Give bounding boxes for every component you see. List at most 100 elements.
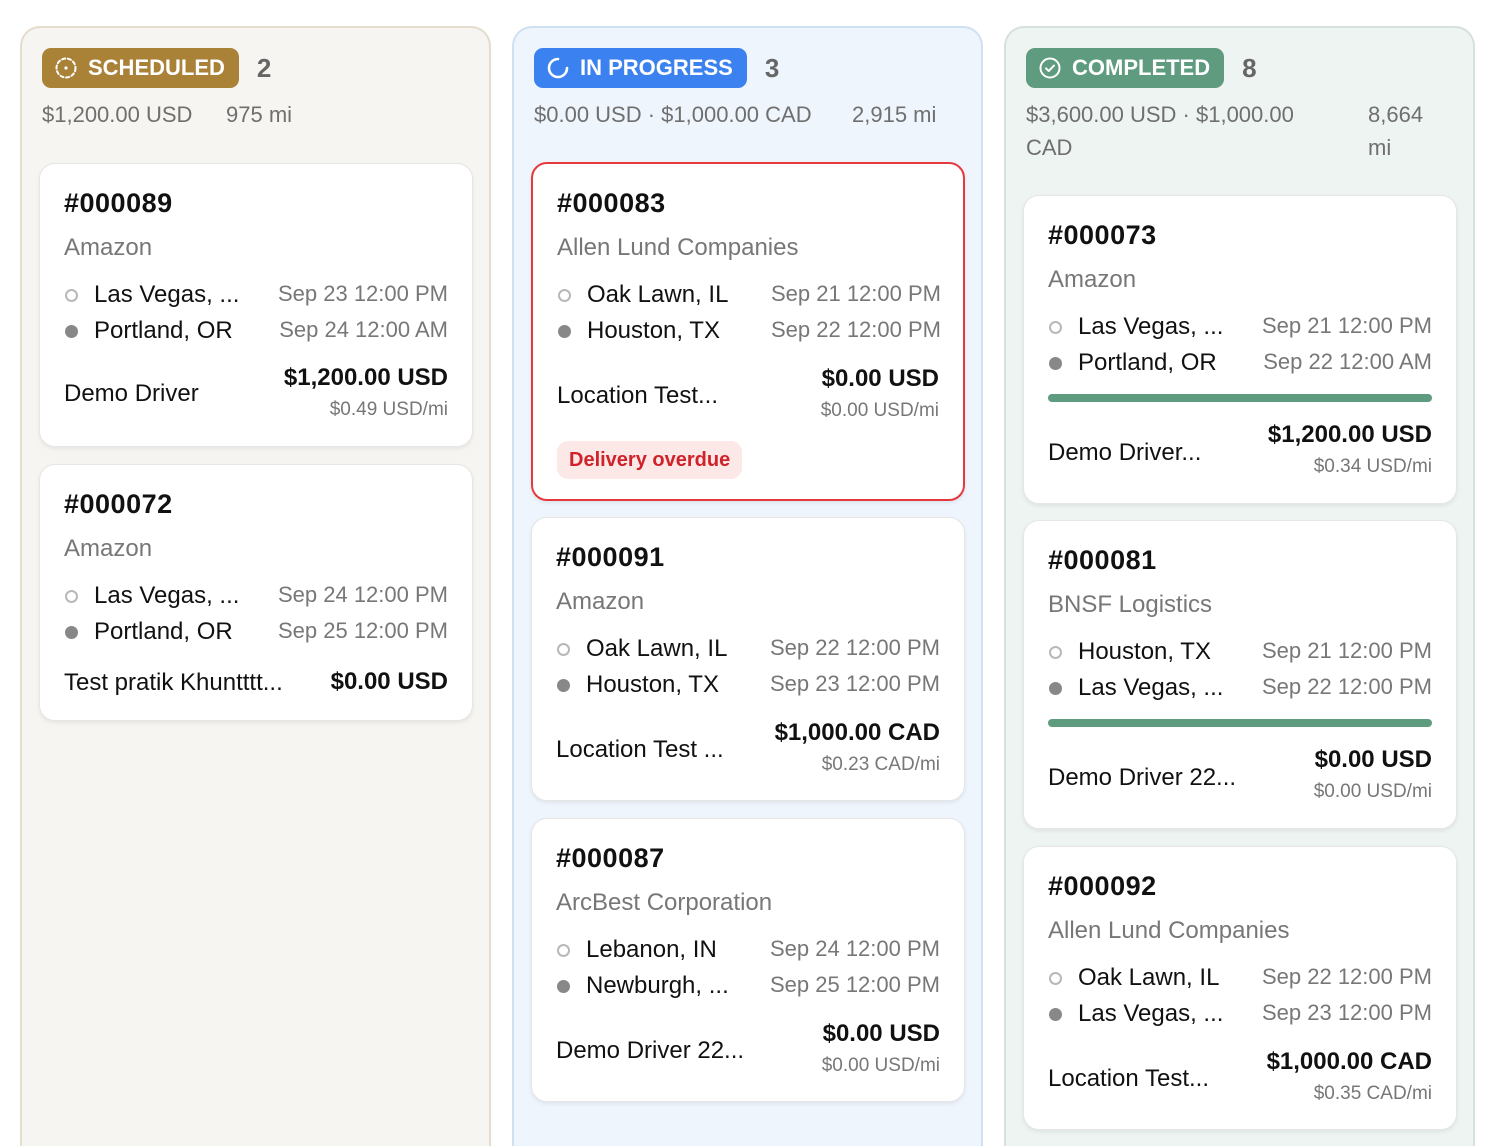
stop-time: Sep 23 12:00 PM	[277, 281, 448, 306]
check-circle-icon	[1039, 57, 1061, 79]
summary-miles: 975 mi	[226, 102, 293, 127]
column-count: 2	[256, 52, 272, 83]
trip-progress-bar	[1048, 719, 1432, 727]
stop-destination: Portland, OR Sep 24 12:00 AM	[64, 317, 448, 347]
load-id: #000081	[1048, 545, 1157, 575]
stop-city: Las Vegas, ...	[94, 281, 240, 308]
load-card-overdue[interactable]: #000083 Allen Lund Companies Oak Lawn, I…	[531, 162, 965, 501]
stop-time: Sep 25 12:00 PM	[277, 618, 448, 643]
destination-dot-icon	[1049, 357, 1062, 370]
stop-city: Newburgh, ...	[586, 972, 729, 999]
column-in-progress: IN PROGRESS 3 $0.00 USD · $1,000.00 CAD …	[512, 26, 983, 1146]
stop-destination: Newburgh, ... Sep 25 12:00 PM	[556, 972, 940, 1002]
customer-name: BNSF Logistics	[1048, 591, 1213, 618]
rate-per-mile: $0.35 CAD/mi	[1313, 1083, 1432, 1104]
customer-name: Amazon	[1048, 266, 1137, 293]
stop-time: Sep 22 12:00 PM	[1261, 964, 1432, 989]
load-id: #000083	[557, 188, 666, 218]
driver-name: Demo Driver...	[1048, 439, 1202, 466]
stop-destination: Houston, TX Sep 23 12:00 PM	[556, 671, 940, 701]
summary-miles: 2,915 mi	[852, 102, 937, 127]
stop-city: Portland, OR	[94, 618, 233, 645]
load-card[interactable]: #000081 BNSF Logistics Houston, TX Sep 2…	[1023, 520, 1457, 829]
origin-dot-icon	[557, 643, 570, 656]
load-card[interactable]: #000073 Amazon Las Vegas, ... Sep 21 12:…	[1023, 195, 1457, 504]
summary-miles: 8,664	[1368, 102, 1424, 127]
delivery-overdue-badge: Delivery overdue	[557, 441, 743, 479]
load-id: #000092	[1048, 871, 1157, 901]
summary-money: $1,200.00 USD	[42, 102, 193, 127]
driver-name: Demo Driver	[64, 380, 199, 407]
load-id: #000072	[64, 489, 173, 519]
load-rate: $1,200.00 USD	[1267, 421, 1432, 448]
stop-destination: Las Vegas, ... Sep 23 12:00 PM	[1048, 1000, 1432, 1030]
load-card[interactable]: #000092 Allen Lund Companies Oak Lawn, I…	[1023, 846, 1457, 1130]
load-rate: $1,000.00 CAD	[774, 719, 940, 746]
stop-city: Portland, OR	[94, 317, 233, 344]
column-completed: COMPLETED 8 $3,600.00 USD · $1,000.00 CA…	[1004, 26, 1475, 1146]
rate-per-mile: $0.23 CAD/mi	[821, 754, 940, 775]
load-card[interactable]: #000089 Amazon Las Vegas, ... Sep 23 12:…	[39, 163, 473, 447]
summary-money: $0.00 USD · $1,000.00 CAD	[534, 102, 812, 127]
customer-name: Amazon	[556, 588, 645, 615]
origin-dot-icon	[558, 289, 571, 302]
column-header: COMPLETED 8	[1026, 48, 1257, 88]
stop-city: Portland, OR	[1078, 349, 1217, 376]
stop-origin: Oak Lawn, IL Sep 22 12:00 PM	[556, 635, 940, 665]
customer-name: ArcBest Corporation	[556, 889, 773, 916]
load-card[interactable]: #000087 ArcBest Corporation Lebanon, IN …	[531, 818, 965, 1102]
rate-per-mile: $0.34 USD/mi	[1313, 456, 1432, 477]
stop-origin: Lebanon, IN Sep 24 12:00 PM	[556, 936, 940, 966]
stop-city: Las Vegas, ...	[1078, 674, 1224, 701]
load-rate: $1,200.00 USD	[283, 364, 448, 391]
customer-name: Amazon	[64, 535, 153, 562]
stop-city: Houston, TX	[586, 671, 719, 698]
stop-time: Sep 21 12:00 PM	[1261, 638, 1432, 663]
stop-city: Houston, TX	[587, 317, 720, 344]
column-summary: $1,200.00 USD 975 mi	[42, 98, 482, 131]
stop-time: Sep 24 12:00 PM	[277, 582, 448, 607]
stop-city: Houston, TX	[1078, 638, 1211, 665]
origin-dot-icon	[557, 944, 570, 957]
stop-time: Sep 25 12:00 PM	[769, 972, 940, 997]
stop-time: Sep 23 12:00 PM	[769, 671, 940, 696]
stop-origin: Oak Lawn, IL Sep 21 12:00 PM	[557, 281, 941, 311]
destination-dot-icon	[1049, 682, 1062, 695]
load-rate: $0.00 USD	[821, 365, 939, 392]
driver-name: Location Test...	[557, 382, 718, 409]
column-count: 3	[764, 52, 780, 83]
status-badge-in-progress[interactable]: IN PROGRESS	[534, 48, 747, 88]
load-card[interactable]: #000091 Amazon Oak Lawn, IL Sep 22 12:00…	[531, 517, 965, 801]
load-rate: $1,000.00 CAD	[1266, 1048, 1432, 1075]
destination-dot-icon	[558, 325, 571, 338]
origin-dot-icon	[65, 590, 78, 603]
column-header: SCHEDULED 2	[42, 48, 271, 88]
stop-city: Las Vegas, ...	[1078, 313, 1224, 340]
stop-time: Sep 22 12:00 PM	[1261, 674, 1432, 699]
origin-dot-icon	[65, 289, 78, 302]
stop-time: Sep 23 12:00 PM	[1261, 1000, 1432, 1025]
stop-destination: Portland, OR Sep 22 12:00 AM	[1048, 349, 1432, 379]
load-rate: $0.00 USD	[822, 1020, 940, 1047]
summary-money-currency: CAD	[1026, 135, 1073, 160]
load-card[interactable]: #000072 Amazon Las Vegas, ... Sep 24 12:…	[39, 464, 473, 721]
driver-name: Demo Driver 22...	[1048, 764, 1237, 791]
status-label: SCHEDULED	[88, 55, 225, 80]
trip-progress-bar	[1048, 394, 1432, 402]
stop-destination: Houston, TX Sep 22 12:00 PM	[557, 317, 941, 347]
status-label: COMPLETED	[1072, 55, 1211, 80]
stop-city: Lebanon, IN	[586, 936, 717, 963]
stop-origin: Houston, TX Sep 21 12:00 PM	[1048, 638, 1432, 668]
load-id: #000073	[1048, 220, 1157, 250]
stop-city: Las Vegas, ...	[94, 582, 240, 609]
stop-city: Oak Lawn, IL	[587, 281, 729, 308]
stop-origin: Las Vegas, ... Sep 21 12:00 PM	[1048, 313, 1432, 343]
stop-city: Oak Lawn, IL	[1078, 964, 1220, 991]
status-badge-completed[interactable]: COMPLETED	[1026, 48, 1225, 88]
stop-time: Sep 21 12:00 PM	[770, 281, 941, 306]
status-badge-scheduled[interactable]: SCHEDULED	[42, 48, 239, 88]
load-id: #000091	[556, 542, 665, 572]
rate-per-mile: $0.00 USD/mi	[1313, 781, 1432, 802]
destination-dot-icon	[557, 679, 570, 692]
load-rate: $0.00 USD	[1314, 746, 1432, 773]
